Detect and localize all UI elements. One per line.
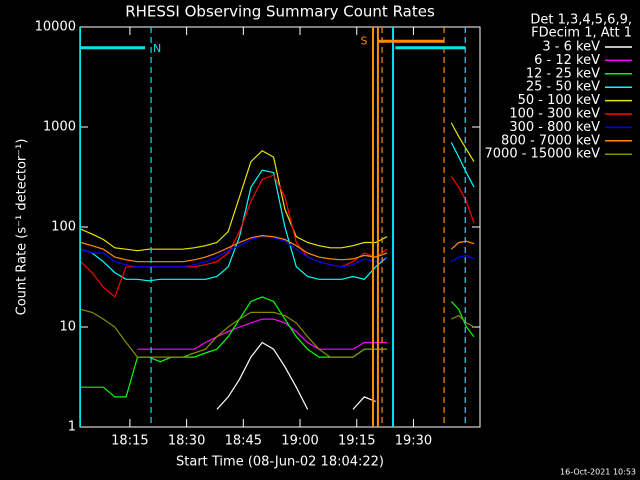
series-line: [80, 149, 388, 252]
series-line: [450, 142, 475, 188]
y-tick-label: 1: [68, 420, 76, 435]
series-line: [80, 174, 388, 298]
series-line: [451, 314, 475, 328]
x-tick-label: 18:15: [111, 434, 148, 449]
plot-frame: [79, 26, 481, 428]
legend-label: 12 - 25 keV: [526, 66, 600, 81]
legend-title: Det 1,3,4,5,6,9,: [530, 13, 632, 28]
series-line: [450, 240, 475, 250]
legend-label: 50 - 100 keV: [518, 93, 601, 108]
y-tick-label: 100: [51, 220, 76, 235]
annotation: N: [153, 42, 161, 55]
legend-label: 6 - 12 keV: [534, 53, 600, 68]
series-line: [450, 122, 475, 163]
y-axis-label: Count Rate (s⁻¹ detector⁻¹): [15, 139, 30, 316]
plot-area: [80, 27, 475, 427]
series-line: [80, 169, 388, 282]
x-tick-label: 19:15: [338, 434, 375, 449]
x-tick-label: 18:30: [168, 434, 205, 449]
x-axis-label: Start Time (08-Jun-02 18:04:22): [176, 455, 384, 470]
x-tick-label: 19:30: [395, 434, 432, 449]
annotation: S: [360, 34, 367, 47]
series-line: [80, 234, 388, 263]
series-line: [450, 176, 475, 224]
legend-label: 100 - 300 keV: [509, 107, 600, 122]
legend-title: FDecim 1, Att 1: [531, 26, 632, 41]
series-line: [216, 341, 309, 410]
series-line: [80, 308, 387, 358]
legend-label: 3 - 6 keV: [542, 40, 600, 55]
legend-label: 7000 - 15000 keV: [485, 147, 601, 162]
y-tick-label: 1000: [43, 120, 76, 135]
legend-label: 800 - 7000 keV: [501, 133, 600, 148]
x-tick-label: 18:45: [225, 434, 262, 449]
series-line: [80, 296, 387, 398]
footer: 16-Oct-2021 10:53: [560, 468, 636, 477]
y-tick-label: 10: [59, 320, 76, 335]
series-line: [450, 254, 475, 263]
series-line: [352, 396, 376, 410]
series-line: [80, 236, 388, 268]
x-tick-label: 19:00: [281, 434, 318, 449]
legend-label: 300 - 800 keV: [509, 120, 600, 135]
chart-title: RHESSI Observing Summary Count Rates: [125, 3, 435, 21]
series-line: [137, 318, 387, 350]
y-tick-label: 10000: [35, 20, 76, 35]
series-line: [450, 301, 475, 338]
legend-label: 25 - 50 keV: [526, 80, 600, 95]
